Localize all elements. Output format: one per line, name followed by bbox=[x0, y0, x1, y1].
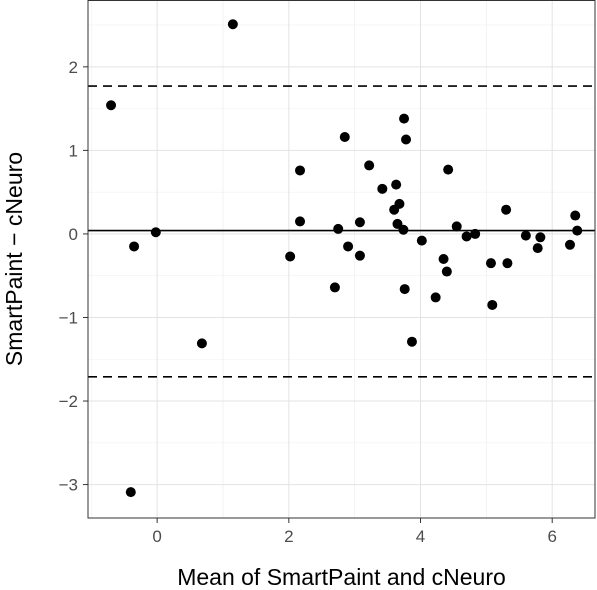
data-point bbox=[406, 336, 417, 347]
x-tick-label: 0 bbox=[152, 527, 161, 546]
y-tick-label: 1 bbox=[69, 141, 78, 160]
data-point bbox=[441, 266, 452, 277]
data-point bbox=[438, 254, 449, 264]
data-point bbox=[399, 113, 410, 124]
data-point bbox=[394, 198, 405, 209]
data-point bbox=[295, 216, 306, 227]
data-point bbox=[125, 487, 136, 498]
data-point bbox=[501, 204, 512, 215]
y-tick-label: −1 bbox=[59, 308, 78, 327]
data-point bbox=[532, 243, 543, 254]
data-point bbox=[535, 232, 546, 243]
data-point bbox=[333, 223, 344, 234]
data-point bbox=[401, 134, 412, 145]
data-point bbox=[106, 100, 117, 111]
y-tick-label: −3 bbox=[59, 476, 78, 495]
data-point bbox=[377, 183, 388, 194]
data-point bbox=[339, 132, 350, 143]
data-point bbox=[430, 292, 441, 303]
data-point bbox=[354, 250, 365, 261]
data-point bbox=[416, 235, 427, 246]
plot-panel-border bbox=[87, 0, 596, 519]
data-point bbox=[391, 179, 402, 190]
data-point bbox=[570, 210, 581, 221]
x-axis-title: Mean of SmartPaint and cNeuro bbox=[177, 564, 506, 590]
data-point bbox=[443, 164, 454, 175]
data-points bbox=[106, 19, 583, 498]
data-point bbox=[398, 224, 409, 235]
grid-lines bbox=[88, 0, 595, 518]
data-point bbox=[354, 217, 365, 228]
data-point bbox=[295, 165, 306, 176]
data-point bbox=[399, 284, 410, 295]
data-point bbox=[285, 251, 296, 262]
data-point bbox=[227, 19, 238, 30]
data-point bbox=[364, 160, 375, 171]
data-point bbox=[487, 299, 498, 310]
y-tick-label: 2 bbox=[69, 58, 78, 77]
data-point bbox=[329, 282, 340, 293]
data-point bbox=[485, 258, 496, 269]
x-tick-label: 2 bbox=[284, 527, 293, 546]
data-point bbox=[572, 225, 583, 236]
data-point bbox=[502, 258, 513, 269]
axis-ticks: 0 2 4 6 −3 −2 −1 0 1 2 bbox=[59, 58, 557, 546]
y-tick-label: 0 bbox=[69, 225, 78, 244]
x-tick-label: 4 bbox=[416, 527, 425, 546]
y-axis-title: SmartPaint − cNeuro bbox=[1, 152, 27, 366]
data-point bbox=[520, 230, 531, 241]
y-tick-label: −2 bbox=[59, 392, 78, 411]
data-point bbox=[129, 241, 140, 252]
data-point bbox=[343, 241, 354, 252]
data-point bbox=[470, 228, 481, 239]
data-point bbox=[150, 227, 161, 238]
data-point bbox=[196, 338, 207, 349]
data-point bbox=[564, 239, 575, 250]
data-point bbox=[461, 231, 472, 242]
x-tick-label: 6 bbox=[547, 527, 556, 546]
data-point bbox=[451, 221, 462, 232]
